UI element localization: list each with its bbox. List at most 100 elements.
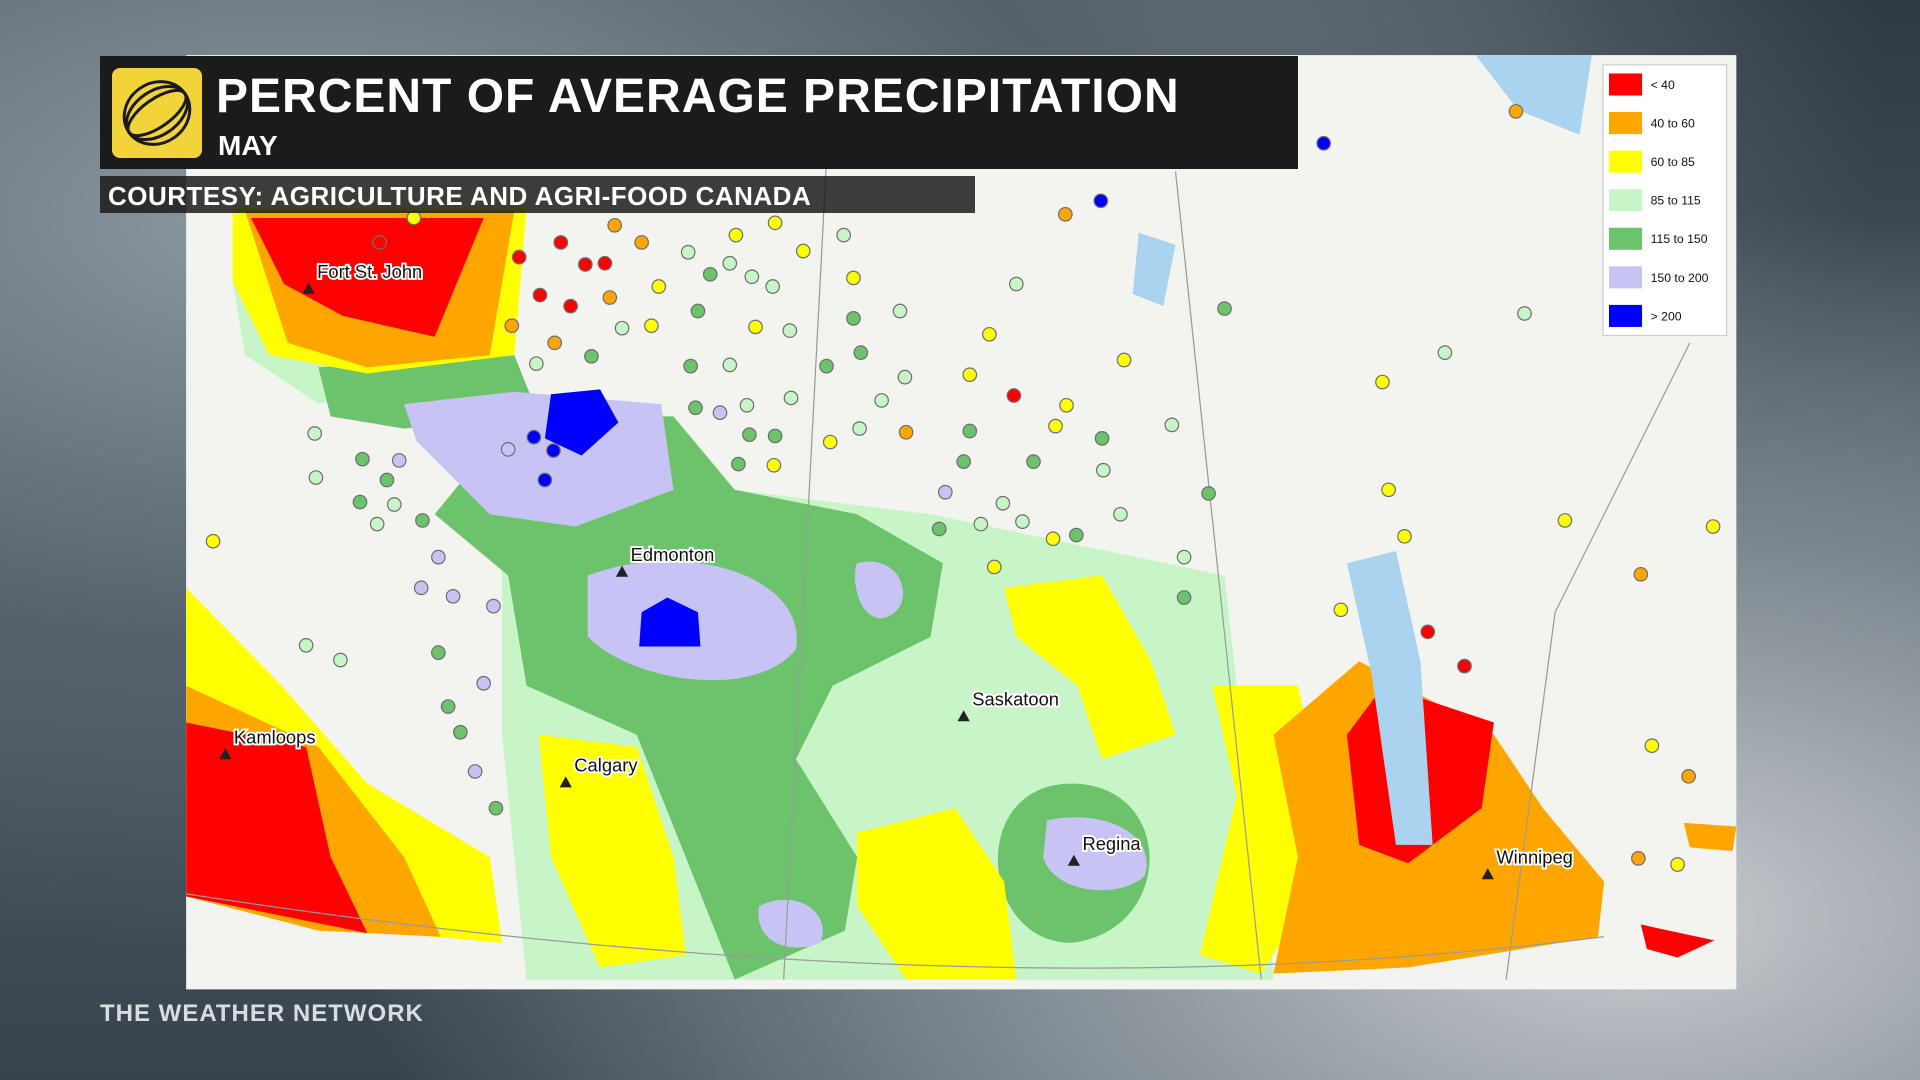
city-marker	[1067, 854, 1081, 866]
station	[1006, 388, 1022, 403]
station	[1644, 738, 1660, 754]
station	[683, 358, 698, 374]
subtitle: MAY	[218, 130, 278, 161]
station	[577, 257, 593, 272]
city-marker	[302, 282, 315, 294]
station	[846, 270, 861, 286]
station	[602, 290, 618, 305]
station	[702, 266, 718, 282]
station	[355, 451, 370, 467]
us-border	[186, 893, 1605, 969]
legend-swatch	[1608, 150, 1643, 173]
station	[783, 390, 799, 406]
station	[413, 580, 429, 596]
legend-label: 60 to 85	[1651, 155, 1695, 169]
station	[1113, 506, 1128, 522]
station	[528, 356, 544, 372]
ab-sk-border	[783, 159, 828, 980]
legend-label: 115 to 150	[1651, 232, 1708, 246]
station	[1164, 417, 1180, 433]
station	[333, 652, 348, 668]
precip-region	[186, 722, 368, 934]
station	[391, 453, 407, 468]
precip-region	[758, 899, 823, 948]
station	[1008, 276, 1024, 292]
courtesy-bar	[100, 176, 975, 213]
station	[1705, 519, 1721, 534]
sk-mb-border	[1174, 171, 1262, 980]
city-label: Kamloops	[234, 726, 316, 747]
station	[634, 235, 649, 250]
precip-region	[857, 808, 1017, 980]
precip-region	[639, 597, 701, 647]
station	[1026, 454, 1041, 469]
header-box	[100, 56, 1298, 169]
station	[415, 513, 430, 528]
station	[853, 345, 869, 361]
station	[1095, 462, 1111, 478]
courtesy: COURTESY: AGRICULTURE AND AGRI-FOOD CANA…	[108, 181, 811, 211]
station	[722, 357, 738, 373]
station	[488, 800, 504, 816]
station	[486, 598, 501, 614]
station	[1057, 206, 1073, 222]
station	[584, 348, 599, 364]
station	[1217, 301, 1232, 316]
station	[511, 249, 527, 265]
station	[897, 369, 913, 385]
title: PERCENT OF AVERAGE PRECIPITATION	[216, 70, 1180, 123]
precip-regions	[186, 55, 1737, 980]
station	[526, 429, 542, 445]
station	[937, 484, 953, 500]
lake	[1132, 232, 1176, 307]
station	[644, 318, 659, 334]
station	[431, 645, 446, 661]
station	[982, 326, 997, 342]
station	[819, 358, 834, 374]
station	[406, 210, 422, 226]
station	[852, 421, 867, 436]
station	[453, 724, 468, 740]
city-marker	[219, 748, 232, 760]
station	[1457, 658, 1472, 674]
station	[690, 303, 706, 319]
station	[973, 516, 989, 532]
station	[962, 423, 978, 439]
station	[532, 287, 548, 303]
station	[931, 521, 947, 537]
station	[767, 428, 783, 444]
station	[739, 397, 755, 413]
station	[467, 764, 483, 779]
footer: THE WEATHER NETWORK	[100, 1000, 424, 1027]
station	[782, 323, 798, 338]
legend-swatch	[1608, 227, 1643, 250]
station	[1116, 352, 1132, 368]
precip-region	[1043, 817, 1147, 891]
station	[597, 255, 613, 271]
precip-region	[854, 561, 903, 619]
station	[563, 298, 578, 314]
station	[962, 367, 978, 383]
legend-label: 85 to 115	[1651, 194, 1701, 208]
station	[431, 549, 446, 565]
station	[1670, 857, 1685, 872]
legend-label: 40 to 60	[1651, 117, 1695, 131]
legend-swatch	[1608, 266, 1643, 289]
city-label: Edmonton	[631, 544, 715, 565]
station	[386, 497, 402, 512]
station	[767, 215, 783, 231]
station	[1681, 768, 1696, 784]
station	[1176, 549, 1192, 565]
station	[1375, 374, 1390, 390]
station	[728, 227, 744, 243]
station	[205, 533, 221, 549]
city-label: Saskatoon	[972, 688, 1059, 709]
lake	[1346, 551, 1433, 845]
station	[836, 227, 852, 243]
station	[1381, 482, 1396, 498]
station	[822, 434, 838, 450]
station	[712, 405, 728, 421]
station	[500, 442, 516, 457]
station	[680, 244, 696, 260]
